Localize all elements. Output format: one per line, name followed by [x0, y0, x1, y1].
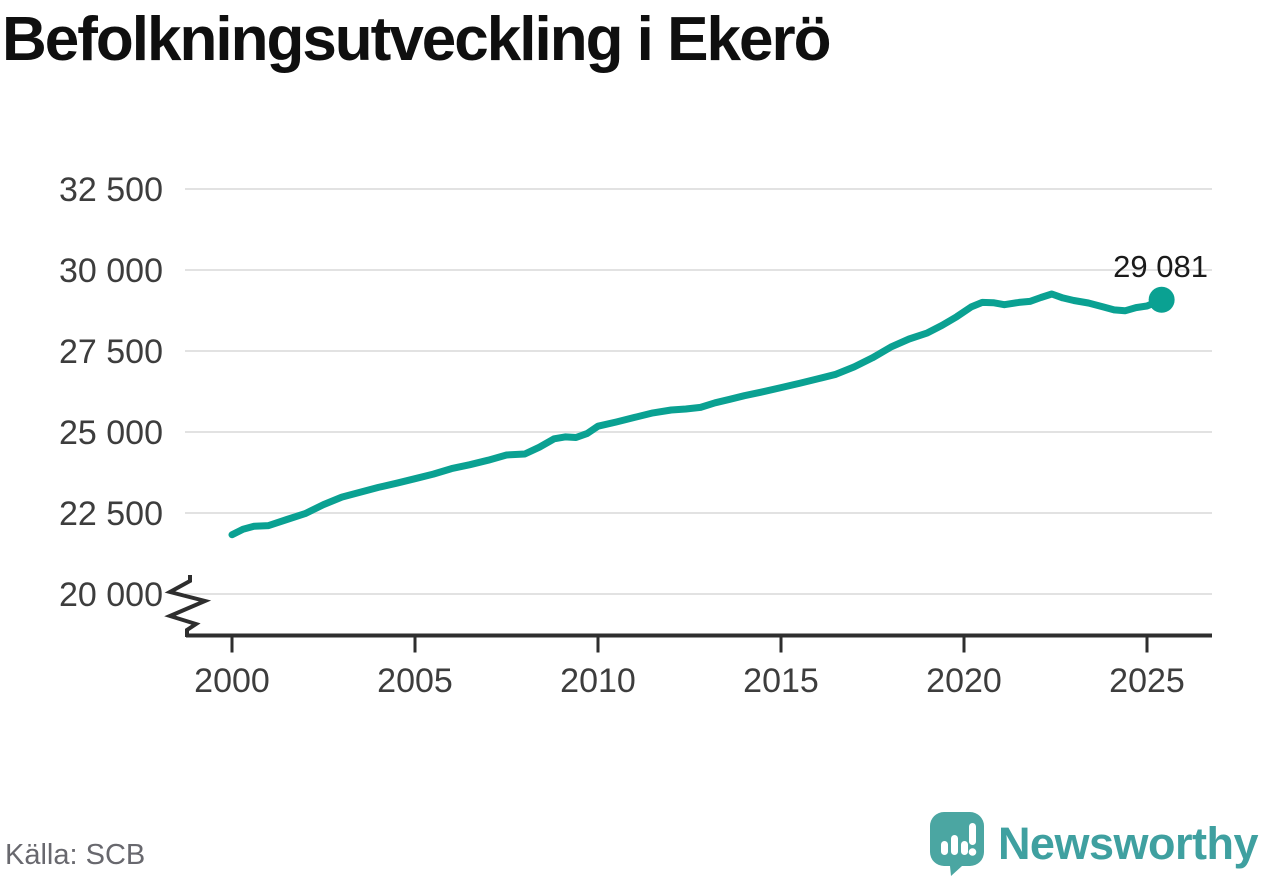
newsworthy-wordmark: Newsworthy	[997, 817, 1259, 869]
x-axis-tick-label: 2015	[743, 662, 819, 700]
y-axis-tick-label: 22 500	[59, 495, 163, 533]
newsworthy-logo[interactable]: Newsworthy	[928, 810, 1259, 876]
source-label: Källa: SCB	[5, 839, 146, 871]
y-axis-tick-label: 25 000	[59, 414, 163, 452]
end-point-value-label: 29 081	[1113, 249, 1208, 284]
y-axis-tick-label: 27 500	[59, 333, 163, 371]
x-axis-tick-label: 2025	[1109, 662, 1185, 700]
y-axis-tick-label: 32 500	[59, 171, 163, 209]
axis-break-icon	[164, 575, 212, 637]
population-line	[228, 290, 1166, 539]
population-line-chart: 32 500 30 000 27 500 25 000 22 500 20 000 2000…	[59, 171, 1212, 700]
y-axis-tick-label: 20 000	[59, 576, 163, 614]
end-point-marker	[1148, 286, 1175, 313]
x-axis-tick-label: 2005	[377, 662, 453, 700]
page-title: Befolkningsutveckling i Ekerö	[2, 5, 831, 74]
newsworthy-bubble-chart-icon	[929, 812, 984, 876]
x-axis-tick-label: 2010	[560, 662, 636, 700]
x-axis-tick-label: 2000	[194, 662, 270, 700]
x-axis-tick-label: 2020	[926, 662, 1002, 700]
y-axis-tick-label: 30 000	[59, 252, 163, 290]
